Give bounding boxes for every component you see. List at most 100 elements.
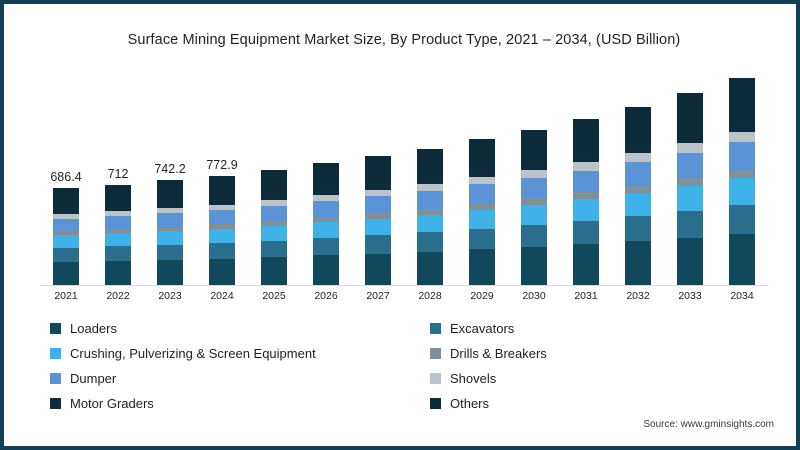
bar-segment-2034-s4 [729, 142, 755, 170]
bar-segment-2022-s4 [105, 216, 131, 230]
bar-segment-2034-s1 [729, 204, 755, 234]
bar-segment-2023-s3 [157, 226, 183, 232]
bar-segment-2031-s4 [573, 170, 599, 193]
bar-segment-2030-s6 [521, 163, 547, 171]
bar-segment-2029-s6 [469, 171, 495, 178]
x-axis-tick-2031: 2031 [574, 290, 598, 302]
bar-segment-2028-s0 [417, 251, 443, 286]
bar-2030[interactable] [521, 129, 547, 286]
legend-item-loaders[interactable]: Loaders [50, 316, 316, 341]
bar-segment-2022-s1 [105, 246, 131, 261]
bar-segment-2023-s5 [157, 207, 183, 214]
bar-segment-2031-s1 [573, 220, 599, 245]
bar-segment-2029-s1 [469, 228, 495, 250]
x-axis-tick-2029: 2029 [470, 290, 494, 302]
legend-item-drills-breakers[interactable]: Drills & Breakers [430, 341, 547, 366]
bar-segment-2024-s5 [209, 204, 235, 211]
bar-segment-2026-s3 [313, 217, 339, 223]
bar-segment-2028-s6 [417, 178, 443, 185]
bar-segment-2022-s6 [105, 206, 131, 212]
bar-segment-2029-s5 [469, 177, 495, 185]
bar-segment-2031-s6 [573, 155, 599, 163]
bar-segment-2028-s1 [417, 232, 443, 252]
bar-segment-2029-s7 [469, 138, 495, 172]
bar-segment-2026-s7 [313, 163, 339, 191]
bar-segment-2030-s5 [521, 170, 547, 179]
bar-segment-2033-s7 [677, 93, 703, 136]
x-axis-tick-2025: 2025 [262, 290, 286, 302]
legend-swatch-icon [50, 373, 61, 384]
bar-segment-2027-s6 [365, 184, 391, 190]
bar-segment-2025-s1 [261, 240, 287, 257]
bar-2024[interactable]: 772.9 [206, 158, 238, 286]
bar-segment-2028-s4 [417, 191, 443, 210]
bar-segment-2032-s0 [625, 241, 651, 286]
bar-2028[interactable] [417, 148, 443, 286]
legend-label: Loaders [70, 321, 117, 336]
bar-2034[interactable] [729, 78, 755, 286]
bar-segment-2033-s0 [677, 237, 703, 286]
x-axis-tick-2034: 2034 [730, 290, 754, 302]
bar-segment-2024-s0 [209, 258, 235, 286]
x-axis-tick-2023: 2023 [158, 290, 182, 302]
bar-segment-2031-s3 [573, 192, 599, 200]
bar-segment-2027-s0 [365, 253, 391, 286]
bar-segment-2023-s6 [157, 203, 183, 208]
bar-2023[interactable]: 742.2 [154, 162, 186, 286]
legend-swatch-icon [50, 398, 61, 409]
legend-item-others[interactable]: Others [430, 391, 547, 416]
bar-2029[interactable] [469, 138, 495, 286]
legend-label: Others [450, 396, 490, 411]
bar-segment-2033-s6 [677, 135, 703, 144]
bar-segment-2032-s4 [625, 162, 651, 186]
bar-segment-2030-s3 [521, 198, 547, 205]
bar-segment-2033-s5 [677, 143, 703, 153]
bar-segment-2026-s0 [313, 255, 339, 286]
legend-item-dumper[interactable]: Dumper [50, 366, 316, 391]
bar-segment-2030-s0 [521, 246, 547, 286]
x-axis-line [40, 285, 768, 286]
bar-segment-2029-s4 [469, 184, 495, 204]
bar-2031[interactable] [573, 118, 599, 286]
bar-2032[interactable] [625, 106, 651, 286]
bar-value-label-2024: 772.9 [206, 158, 238, 173]
bar-segment-2025-s4 [261, 206, 287, 222]
bar-segment-2025-s3 [261, 221, 287, 226]
bar-segment-2026-s2 [313, 222, 339, 239]
bar-segment-2022-s5 [105, 211, 131, 217]
bar-segment-2034-s0 [729, 234, 755, 286]
bar-segment-2033-s2 [677, 185, 703, 211]
bar-segment-2028-s3 [417, 209, 443, 215]
bar-segment-2028-s7 [417, 148, 443, 179]
bar-2026[interactable] [313, 163, 339, 286]
x-axis-tick-2033: 2033 [678, 290, 702, 302]
bar-segment-2032-s5 [625, 153, 651, 163]
bar-2022[interactable]: 712 [105, 167, 131, 286]
bar-segment-2031-s7 [573, 118, 599, 156]
source-attribution: Source: www.gminsights.com [643, 419, 774, 430]
bar-segment-2021-s1 [53, 247, 79, 262]
legend-item-motor-graders[interactable]: Motor Graders [50, 391, 316, 416]
bar-segment-2027-s3 [365, 213, 391, 219]
legend-item-shovels[interactable]: Shovels [430, 366, 547, 391]
x-axis-tick-2026: 2026 [314, 290, 338, 302]
bar-segment-2034-s7 [729, 78, 755, 124]
bar-2033[interactable] [677, 93, 703, 286]
bar-segment-2028-s2 [417, 214, 443, 233]
legend-swatch-icon [430, 348, 441, 359]
bar-segment-2026-s4 [313, 201, 339, 218]
bar-2027[interactable] [365, 156, 391, 286]
bar-segment-2024-s3 [209, 224, 235, 229]
bar-segment-2031-s5 [573, 162, 599, 171]
bar-2025[interactable] [261, 170, 287, 286]
legend-item-crushing-pulverizing-screen-equipment[interactable]: Crushing, Pulverizing & Screen Equipment [50, 341, 316, 366]
bar-segment-2034-s6 [729, 123, 755, 133]
legend-column-left: Loaders Crushing, Pulverizing & Screen Eq… [50, 316, 316, 416]
bar-segment-2030-s1 [521, 224, 547, 247]
bar-2021[interactable]: 686.4 [50, 170, 82, 286]
bar-segment-2022-s3 [105, 229, 131, 234]
legend-item-excavators[interactable]: Excavators [430, 316, 547, 341]
bar-segment-2027-s7 [365, 156, 391, 185]
bar-segment-2032-s3 [625, 185, 651, 193]
bar-value-label-2022: 712 [107, 166, 129, 181]
